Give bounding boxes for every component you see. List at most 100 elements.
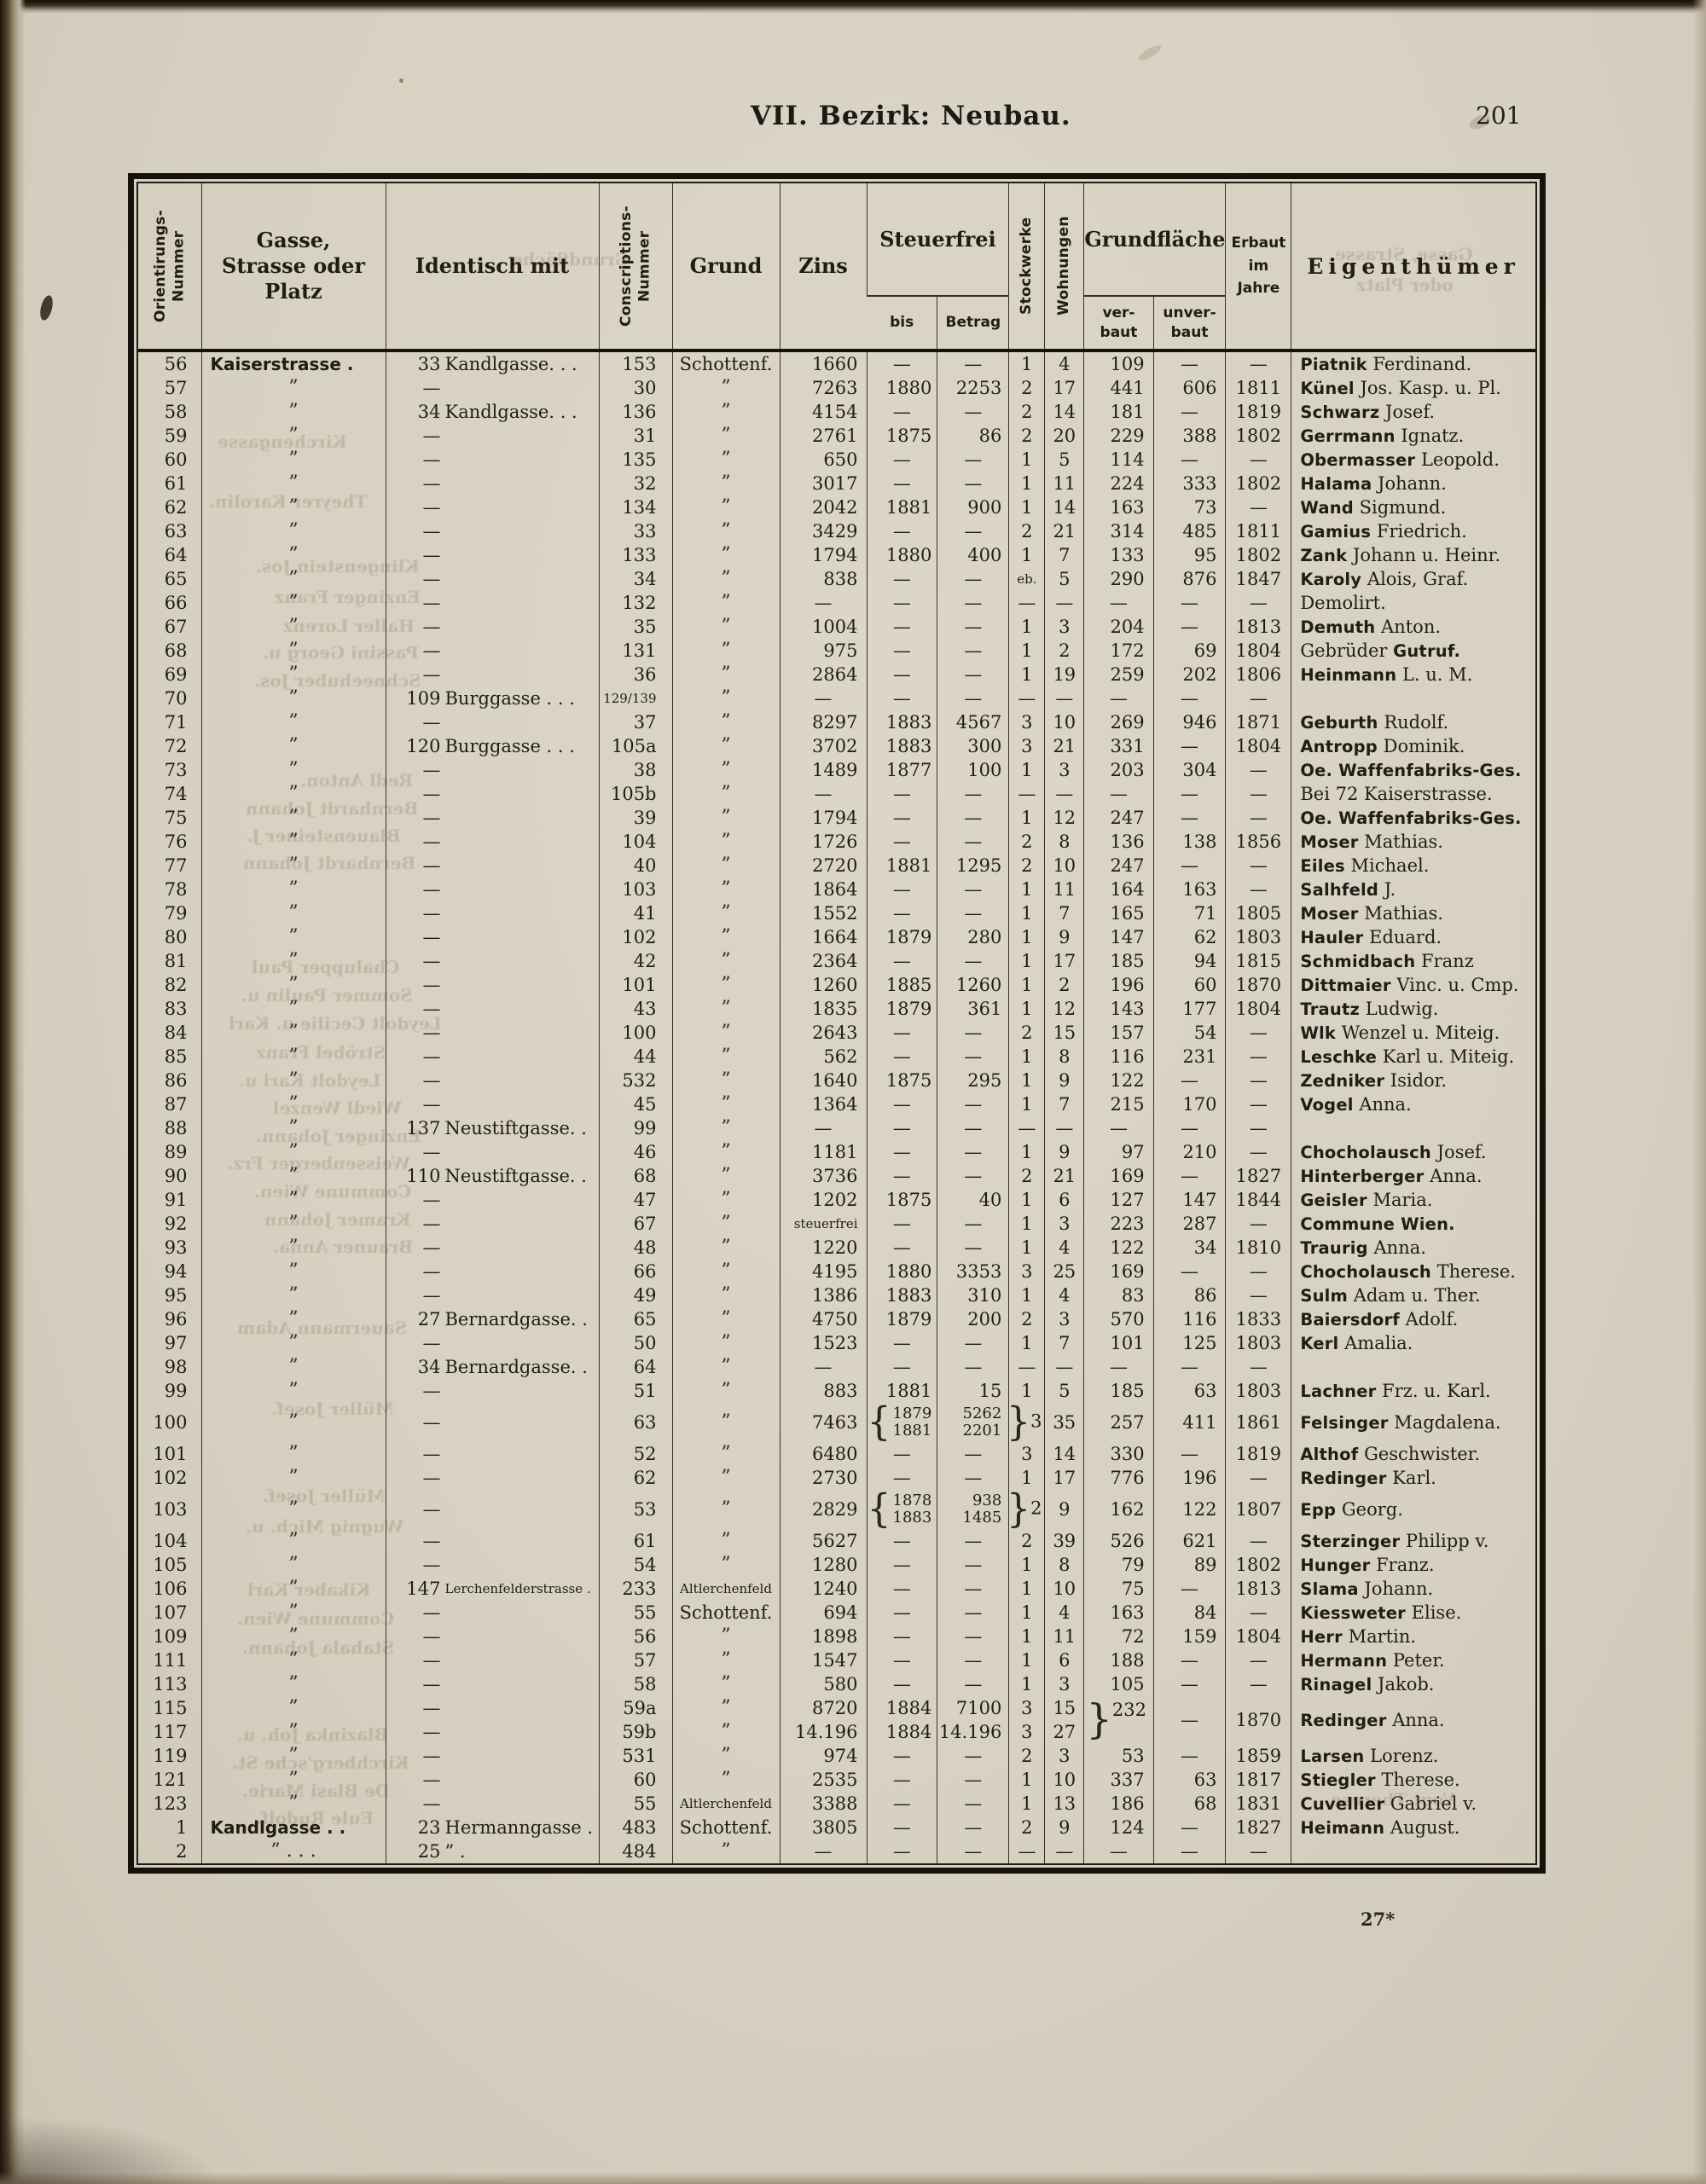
table-row: 62” —134” 2042 1881 900 1 14 163 73— Wand Sigmund… — [138, 495, 1535, 519]
cell-wohnungen: 5 — [1044, 1379, 1084, 1403]
table-row: 95” —49” 1386 1883 310 1 4 83 86— Sulm Adam u. Th… — [138, 1283, 1535, 1307]
cell-erbaut-jahr: — — [1225, 1260, 1291, 1283]
cell-steuerfrei-betrag: 4567 — [937, 710, 1009, 734]
cell-erbaut-jahr: 1803 — [1225, 1379, 1291, 1403]
cell-street: ” — [200, 1331, 386, 1355]
cell-zins: 580 — [779, 1672, 867, 1696]
cell-steuerfrei-bis: 1879 — [866, 997, 937, 1021]
cell-verbaut: 127 — [1083, 1188, 1154, 1212]
cell-erbaut-jahr: — — [1225, 1140, 1291, 1164]
cell-erbaut-jahr: — — [1225, 1283, 1291, 1307]
cell-steuerfrei-betrag: — — [937, 782, 1009, 806]
table-row: 70” 109 Burggasse . . . 129/139” — — — — — — — — — [138, 686, 1535, 710]
cell-wohnungen: 11 — [1044, 472, 1084, 495]
cell-street: ” — [200, 1792, 386, 1816]
cell-verbaut: 97 — [1083, 1140, 1154, 1164]
cell-grund: ” — [671, 1092, 780, 1116]
cell-verbaut: 257 — [1083, 1403, 1154, 1442]
cell-street: ” — [200, 1529, 386, 1553]
cell-conscription-number: 100 — [598, 1021, 672, 1045]
cell-eigenthuemer: Larsen Lorenz. — [1291, 1744, 1535, 1768]
cell-steuerfrei-betrag: — — [937, 519, 1009, 543]
cell-erbaut-jahr: 1833 — [1225, 1307, 1291, 1331]
cell-identisch-mit: — — [385, 1236, 599, 1260]
cell-identisch-mit: — — [385, 878, 599, 901]
cell-conscription-number: 35 — [598, 615, 672, 639]
cell-orientation-number: 67 — [164, 616, 188, 637]
table-row: 103” —53” 2829{1878 1883 938 1485}2 9 162 122 180… — [138, 1490, 1535, 1529]
cell-verbaut: 163 — [1083, 1601, 1154, 1625]
cell-steuerfrei-betrag: — — [937, 1816, 1009, 1839]
cell-stockwerke: 2 — [1008, 854, 1045, 878]
cell-zins: 2864 — [779, 663, 867, 686]
cell-orientation-number: 61 — [164, 472, 188, 494]
cell-identisch-mit: — — [385, 1744, 599, 1768]
cell-grund: ” — [671, 639, 780, 663]
cell-conscription-number: 103 — [598, 878, 672, 901]
cell-street: ” — [200, 1116, 386, 1140]
cell-stockwerke: — — [1008, 1355, 1045, 1379]
cell-orientation-number: 1 — [176, 1816, 188, 1838]
table-header: Orientirungs-Nummer Gasse, Strasse oder … — [138, 183, 1535, 352]
cell-grund: ” — [671, 1164, 780, 1188]
table-row: 63” —33” 3429— —2 21 314 485 1811 Gamius Friedri… — [138, 519, 1535, 543]
cell-zins: 8720 — [779, 1696, 867, 1720]
cell-verbaut: 314 — [1083, 519, 1154, 543]
cell-steuerfrei-betrag: — — [937, 350, 1009, 376]
cell-erbaut-jahr: — — [1225, 1648, 1291, 1672]
cell-conscription-number: 59a — [598, 1696, 672, 1720]
cell-unverbaut: 196 — [1152, 1466, 1226, 1490]
cell-steuerfrei-betrag: — — [937, 1212, 1009, 1236]
table-row: 59” —31” 2761 1875 86 2 20 229 388 1802 Gerrmann I… — [138, 424, 1535, 448]
cell-identisch-mit: 23 Hermanngasse . — [385, 1816, 599, 1839]
cell-identisch-mit: — — [385, 1331, 599, 1355]
cell-verbaut: 172 — [1083, 639, 1154, 663]
cell-eigenthuemer: Moser Mathias. — [1291, 901, 1535, 925]
corner-shadow — [0, 2116, 222, 2184]
cell-erbaut-jahr: 1813 — [1225, 615, 1291, 639]
cell-zins: 1489 — [779, 758, 867, 782]
cell-eigenthuemer: Epp Georg. — [1291, 1490, 1535, 1529]
cell-identisch-mit: — — [385, 1379, 599, 1403]
cell-steuerfrei-betrag: — — [937, 1164, 1009, 1188]
col-header-steuerfrei: Steuerfrei — [866, 183, 1009, 297]
cell-conscription-number: 56 — [598, 1625, 672, 1648]
cell-orientation-number: 117 — [153, 1721, 188, 1742]
cell-wohnungen: 13 — [1044, 1792, 1084, 1816]
cell-verbaut: 259 — [1083, 663, 1154, 686]
cell-street: ” — [200, 615, 386, 639]
cell-steuerfrei-betrag: — — [937, 1442, 1009, 1466]
col-header-verbaut: ver-baut — [1083, 296, 1154, 352]
cell-verbaut: 164 — [1083, 878, 1154, 901]
cell-verbaut: 181 — [1083, 400, 1154, 424]
cell-street: ” — [200, 854, 386, 878]
cell-conscription-number: 102 — [598, 925, 672, 949]
cell-identisch-mit: — — [385, 1720, 599, 1744]
cell-stockwerke: 2 — [1008, 424, 1045, 448]
cell-identisch-mit: — — [385, 495, 599, 519]
cell-stockwerke: 1 — [1008, 925, 1045, 949]
cell-unverbaut: 60 — [1152, 973, 1226, 997]
col-header-erbaut-im-jahre: Erbaut im Jahre — [1225, 183, 1291, 352]
cell-grund: Schottenf. — [671, 1601, 780, 1625]
cell-conscription-number: 34 — [598, 567, 672, 591]
cell-identisch-mit: — — [385, 901, 599, 925]
cell-street: Kaiserstrasse . — [200, 350, 386, 376]
table-row: 61” —32” 3017— —1 11 224 333 1802 Halama Johann. — [138, 472, 1535, 495]
cell-steuerfrei-bis: — — [866, 1442, 937, 1466]
cell-steuerfrei-bis: — — [866, 1355, 937, 1379]
cell-grund: ” — [671, 949, 780, 973]
cell-erbaut-jahr: — — [1225, 1116, 1291, 1140]
cell-orientation-number: 102 — [153, 1467, 188, 1488]
cell-identisch-mit: — — [385, 1601, 599, 1625]
cell-erbaut-jahr: — — [1225, 350, 1291, 376]
table-row: 102” —62” 2730— —1 17 776 196— Redinger Karl. — [138, 1466, 1535, 1490]
cell-street: ” — [200, 1212, 386, 1236]
cell-grund: ” — [671, 1466, 780, 1490]
cell-unverbaut: — — [1152, 1577, 1226, 1601]
cell-stockwerke: — — [1008, 686, 1045, 710]
cell-wohnungen: 21 — [1044, 519, 1084, 543]
cell-steuerfrei-betrag: — — [937, 567, 1009, 591]
cell-steuerfrei-betrag: — — [937, 615, 1009, 639]
cell-steuerfrei-betrag: — — [937, 1466, 1009, 1490]
